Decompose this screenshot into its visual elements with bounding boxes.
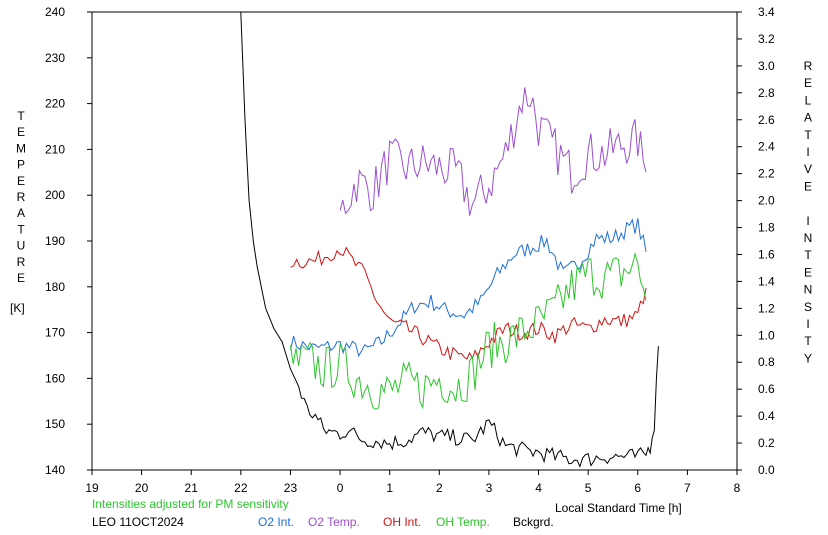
right-tick-label: 2.8 bbox=[758, 86, 775, 100]
right-axis-letter: N bbox=[804, 231, 813, 245]
right-axis-letter: I bbox=[806, 145, 809, 159]
station-date-label: LEO 11OCT2024 bbox=[92, 515, 184, 529]
right-axis-letter: N bbox=[804, 283, 813, 297]
right-axis-letter: T bbox=[804, 248, 812, 262]
left-axis-letter: E bbox=[17, 271, 25, 285]
left-axis-unit: [K] bbox=[10, 301, 25, 315]
x-tick-label: 6 bbox=[634, 481, 641, 495]
legend-entry: O2 Temp. bbox=[308, 515, 360, 529]
right-tick-label: 1.6 bbox=[758, 247, 775, 261]
left-tick-label: 170 bbox=[45, 326, 65, 340]
right-tick-label: 1.2 bbox=[758, 301, 775, 315]
x-tick-label: 2 bbox=[436, 481, 443, 495]
right-axis-letter: L bbox=[805, 93, 812, 107]
left-tick-label: 180 bbox=[45, 280, 65, 294]
left-axis-letter: E bbox=[17, 174, 25, 188]
x-tick-label: 0 bbox=[337, 481, 344, 495]
left-axis-letter: T bbox=[17, 109, 25, 123]
note-text: Intensities adjusted for PM sensitivity bbox=[92, 497, 289, 511]
right-tick-label: 3.2 bbox=[758, 32, 775, 46]
right-tick-label: 1.8 bbox=[758, 221, 775, 235]
left-axis-letter: T bbox=[17, 222, 25, 236]
left-tick-label: 210 bbox=[45, 142, 65, 156]
right-tick-label: 2.6 bbox=[758, 113, 775, 127]
left-axis-letter: M bbox=[16, 141, 26, 155]
series-line bbox=[240, 11, 659, 468]
right-tick-label: 2.4 bbox=[758, 140, 775, 154]
right-axis-letter: A bbox=[804, 111, 812, 125]
left-axis-letter: R bbox=[17, 190, 26, 204]
right-axis-letter: Y bbox=[804, 351, 812, 365]
left-axis-letter: U bbox=[17, 239, 26, 253]
left-tick-label: 150 bbox=[45, 417, 65, 431]
x-tick-label: 4 bbox=[535, 481, 542, 495]
series-line bbox=[339, 87, 647, 216]
axes-layer: 19 20 21 22 23 0 1 2 3 4 5 6 7 8140150160170180190200… bbox=[45, 5, 775, 495]
left-axis-letter: E bbox=[17, 125, 25, 139]
right-axis-letter: E bbox=[804, 76, 812, 90]
right-tick-label: 0.0 bbox=[758, 463, 775, 477]
left-axis-letter: R bbox=[17, 255, 26, 269]
left-axis-letter: P bbox=[17, 158, 25, 172]
right-tick-label: 0.4 bbox=[758, 409, 775, 423]
left-tick-label: 140 bbox=[45, 463, 65, 477]
right-tick-label: 0.2 bbox=[758, 436, 775, 450]
left-tick-label: 160 bbox=[45, 371, 65, 385]
x-tick-label: 5 bbox=[585, 481, 592, 495]
plot-frame bbox=[91, 11, 738, 471]
right-tick-label: 2.0 bbox=[758, 194, 775, 208]
right-axis-letter: V bbox=[804, 162, 812, 176]
x-tick-label: 20 bbox=[135, 481, 149, 495]
right-axis-letter: E bbox=[804, 179, 812, 193]
series-line bbox=[290, 218, 647, 358]
x-tick-label: 1 bbox=[386, 481, 393, 495]
right-tick-label: 1.4 bbox=[758, 274, 775, 288]
right-axis-letter: R bbox=[804, 59, 813, 73]
legend-entry: OH Temp. bbox=[436, 515, 490, 529]
right-tick-label: 0.6 bbox=[758, 382, 775, 396]
series-line bbox=[290, 246, 647, 360]
right-axis-letter: I bbox=[806, 214, 809, 228]
right-tick-label: 3.0 bbox=[758, 59, 775, 73]
x-tick-label: 22 bbox=[234, 481, 248, 495]
series-line bbox=[290, 251, 647, 410]
right-tick-label: 2.2 bbox=[758, 167, 775, 181]
right-axis-letter: E bbox=[804, 265, 812, 279]
right-tick-label: 0.8 bbox=[758, 355, 775, 369]
x-tick-label: 19 bbox=[85, 481, 99, 495]
series-layer bbox=[240, 11, 659, 468]
right-axis-letter: T bbox=[804, 334, 812, 348]
left-axis-letter: A bbox=[17, 206, 25, 220]
legend-entry: O2 Int. bbox=[258, 515, 294, 529]
x-axis-label: Local Standard Time [h] bbox=[555, 501, 682, 515]
left-tick-label: 200 bbox=[45, 188, 65, 202]
labels-layer: Intensities adjusted for PM sensitivity … bbox=[10, 59, 813, 529]
x-tick-label: 23 bbox=[284, 481, 298, 495]
right-axis-letter: T bbox=[804, 128, 812, 142]
left-tick-label: 190 bbox=[45, 234, 65, 248]
right-axis-letter: S bbox=[804, 300, 812, 314]
right-tick-label: 1.0 bbox=[758, 328, 775, 342]
right-tick-label: 3.4 bbox=[758, 5, 775, 19]
x-tick-label: 8 bbox=[734, 481, 741, 495]
x-tick-label: 21 bbox=[185, 481, 199, 495]
legend-entry: OH Int. bbox=[383, 515, 421, 529]
legend-entry: Bckgrd. bbox=[513, 515, 554, 529]
left-tick-label: 240 bbox=[45, 5, 65, 19]
right-axis-letter: I bbox=[806, 317, 809, 331]
left-tick-label: 220 bbox=[45, 97, 65, 111]
x-tick-label: 3 bbox=[486, 481, 493, 495]
left-tick-label: 230 bbox=[45, 51, 65, 65]
x-tick-label: 7 bbox=[684, 481, 691, 495]
